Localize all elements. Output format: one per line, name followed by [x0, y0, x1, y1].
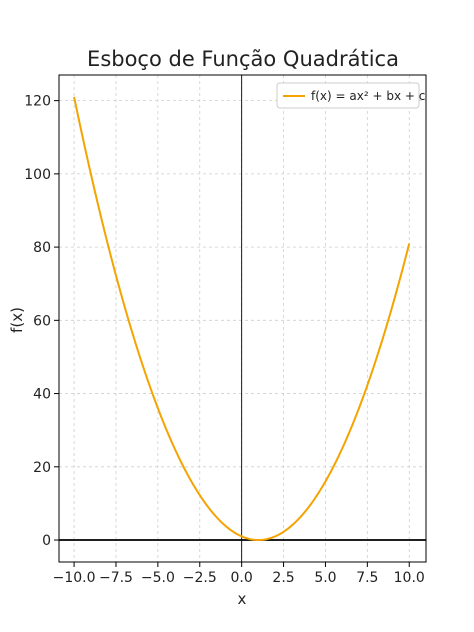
y-axis-ticks: 0 20 40 60 80 100 120 [24, 94, 59, 549]
legend-box [276, 82, 420, 109]
y-tick-label: 0 [42, 533, 51, 549]
x-tick-label: 0.0 [231, 570, 253, 586]
x-axis-ticks: −10.0 −7.5 −5.0 −2.5 0.0 2.5 5.0 7.5 10.0 [53, 562, 425, 586]
y-tick-label: 60 [33, 313, 51, 329]
x-tick-label: −5.0 [141, 570, 175, 586]
chart-title: Esboço de Função Quadrática [87, 47, 399, 71]
y-tick-label: 20 [33, 460, 51, 476]
x-tick-label: 5.0 [314, 570, 336, 586]
x-tick-label: −7.5 [99, 570, 133, 586]
y-tick-label: 40 [33, 387, 51, 403]
y-tick-label: 120 [24, 94, 51, 110]
x-tick-label: −2.5 [183, 570, 217, 586]
series-group [73, 96, 411, 542]
y-tick-label: 100 [24, 167, 51, 183]
x-tick-label: 2.5 [272, 570, 294, 586]
x-tick-label: 10.0 [394, 570, 425, 586]
y-axis-label: f(x) [8, 307, 26, 333]
legend-entry-label: f(x) = ax² + bx + c [311, 89, 425, 103]
reference-lines [59, 75, 426, 562]
series-line [73, 96, 411, 542]
legend: f(x) = ax² + bx + c [276, 82, 425, 109]
grid [59, 75, 426, 562]
x-tick-label: 7.5 [356, 570, 378, 586]
x-tick-label: −10.0 [53, 570, 96, 586]
plot-frame [58, 74, 427, 563]
x-axis-label: x [238, 590, 247, 608]
y-tick-label: 80 [33, 240, 51, 256]
